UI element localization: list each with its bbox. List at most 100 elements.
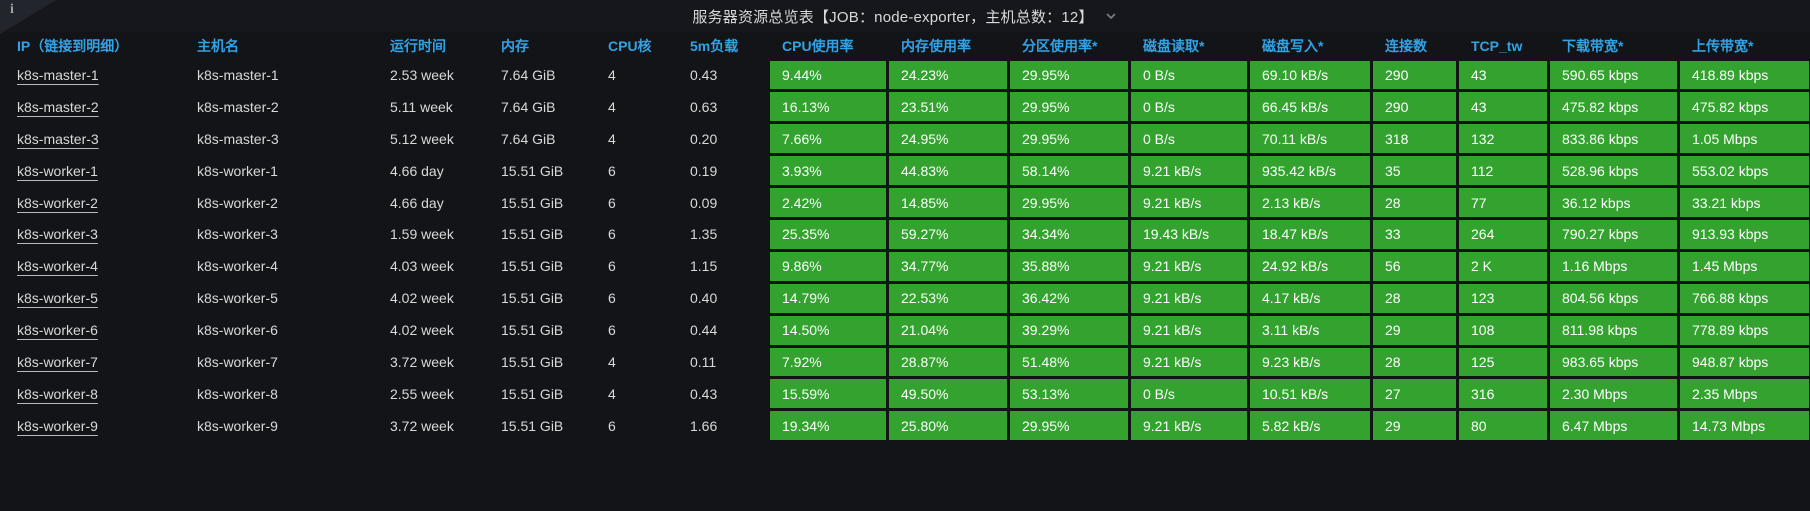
cell-disk_write: 4.17 kB/s — [1249, 283, 1370, 313]
column-header-uptime[interactable]: 运行时间 — [390, 37, 446, 54]
cell-cpu_usage: 19.34% — [769, 411, 886, 441]
column-header-disk_read[interactable]: 磁盘读取* — [1143, 37, 1205, 54]
table-row: k8s-worker-6 k8s-worker-6 4.02 week 15.51 G… — [0, 314, 1810, 346]
cell-cpu_cores: 4 — [608, 385, 616, 402]
cell-partition_usage: 51.48% — [1009, 347, 1128, 377]
cell-connections: 318 — [1372, 124, 1456, 154]
cell-ip: k8s-master-2 — [0, 91, 180, 123]
cell-cpu_cores: 6 — [608, 194, 616, 211]
cell-disk_write: 10.51 kB/s — [1249, 379, 1370, 409]
cell-connections: 290 — [1372, 60, 1456, 90]
chevron-down-icon[interactable] — [1104, 9, 1118, 23]
cell-disk_read: 19.43 kB/s — [1130, 219, 1247, 249]
cell-hostname: k8s-worker-1 — [197, 162, 278, 179]
cell-uptime: 3.72 week — [390, 417, 454, 434]
cell-memory: 15.51 GiB — [501, 194, 564, 211]
column-header-hostname[interactable]: 主机名 — [197, 37, 239, 54]
cell-disk_read: 9.21 kB/s — [1130, 315, 1247, 345]
column-header-disk_write[interactable]: 磁盘写入* — [1262, 37, 1324, 54]
table-header-row: IP（链接到明细） 主机名 运行时间 内存 CPU核 5m负载 CPU使用率 内存使用率 分区使… — [0, 32, 1810, 59]
cell-uptime: 3.72 week — [390, 353, 454, 370]
cell-cpu_usage: 2.42% — [769, 188, 886, 217]
cell-memory: 7.64 GiB — [501, 66, 556, 83]
ip-detail-link[interactable]: k8s-worker-6 — [17, 322, 98, 339]
ip-detail-link[interactable]: k8s-worker-5 — [17, 290, 98, 307]
ip-detail-link[interactable]: k8s-master-3 — [17, 130, 99, 147]
cell-connections: 27 — [1372, 379, 1456, 409]
cell-hostname: k8s-master-2 — [197, 98, 279, 115]
cell-uptime: 4.66 day — [390, 162, 444, 179]
ip-detail-link[interactable]: k8s-master-1 — [17, 66, 99, 83]
cell-connections: 35 — [1372, 156, 1456, 186]
cell-disk_read: 9.21 kB/s — [1130, 188, 1247, 217]
table-row: k8s-worker-7 k8s-worker-7 3.72 week 15.51 G… — [0, 346, 1810, 378]
ip-detail-link[interactable]: k8s-master-2 — [17, 98, 99, 115]
resource-table: IP（链接到明细） 主机名 运行时间 内存 CPU核 5m负载 CPU使用率 内存使用率 分区使… — [0, 32, 1810, 442]
cell-upload_bw: 1.05 Mbps — [1679, 124, 1809, 154]
ip-detail-link[interactable]: k8s-worker-9 — [17, 417, 98, 434]
column-header-cpu_usage[interactable]: CPU使用率 — [782, 37, 854, 54]
cell-upload_bw: 2.35 Mbps — [1679, 379, 1809, 409]
cell-tcp_tw: 123 — [1458, 283, 1547, 313]
cell-download_bw: 36.12 kbps — [1549, 188, 1677, 217]
cell-tcp_tw: 43 — [1458, 60, 1547, 90]
column-header-tcp_tw[interactable]: TCP_tw — [1471, 37, 1523, 54]
column-header-ip[interactable]: IP（链接到明细） — [17, 37, 129, 54]
panel-info-corner[interactable] — [0, 0, 56, 34]
cell-ip: k8s-worker-8 — [0, 378, 180, 410]
cell-memory: 15.51 GiB — [501, 417, 564, 434]
cell-mem_usage: 44.83% — [888, 156, 1007, 186]
cell-hostname: k8s-worker-3 — [197, 226, 278, 243]
cell-connections: 29 — [1372, 315, 1456, 345]
cell-cpu_usage: 3.93% — [769, 156, 886, 186]
ip-detail-link[interactable]: k8s-worker-1 — [17, 162, 98, 179]
cell-disk_write: 5.82 kB/s — [1249, 411, 1370, 441]
cell-ip: k8s-worker-4 — [0, 250, 180, 282]
cell-uptime: 2.55 week — [390, 385, 454, 402]
cell-cpu_cores: 4 — [608, 130, 616, 147]
cell-ip: k8s-master-1 — [0, 59, 180, 91]
cell-mem_usage: 23.51% — [888, 92, 1007, 122]
cell-load_5m: 1.66 — [690, 417, 718, 434]
cell-tcp_tw: 43 — [1458, 92, 1547, 122]
column-header-cpu_cores[interactable]: CPU核 — [608, 37, 652, 54]
cell-hostname: k8s-worker-6 — [197, 322, 278, 339]
info-icon[interactable]: i — [10, 2, 14, 17]
table-body: k8s-master-1 k8s-master-1 2.53 week 7.64 Gi… — [0, 59, 1810, 442]
table-row: k8s-worker-8 k8s-worker-8 2.55 week 15.51 G… — [0, 378, 1810, 410]
column-header-upload_bw[interactable]: 上传带宽* — [1692, 37, 1754, 54]
cell-cpu_usage: 16.13% — [769, 92, 886, 122]
cell-uptime: 2.53 week — [390, 66, 454, 83]
cell-cpu_cores: 4 — [608, 353, 616, 370]
column-header-partition_usage[interactable]: 分区使用率* — [1022, 37, 1098, 54]
ip-detail-link[interactable]: k8s-worker-4 — [17, 258, 98, 275]
column-header-mem_usage[interactable]: 内存使用率 — [901, 37, 971, 54]
cell-tcp_tw: 112 — [1458, 156, 1547, 186]
ip-detail-link[interactable]: k8s-worker-3 — [17, 226, 98, 243]
cell-load_5m: 0.09 — [690, 194, 718, 211]
table-row: k8s-worker-9 k8s-worker-9 3.72 week 15.51 G… — [0, 410, 1810, 442]
ip-detail-link[interactable]: k8s-worker-7 — [17, 353, 98, 370]
column-header-connections[interactable]: 连接数 — [1385, 37, 1427, 54]
cell-connections: 28 — [1372, 283, 1456, 313]
ip-detail-link[interactable]: k8s-worker-8 — [17, 385, 98, 402]
cell-cpu_usage: 14.79% — [769, 283, 886, 313]
table-row: k8s-master-2 k8s-master-2 5.11 week 7.64 Gi… — [0, 91, 1810, 123]
ip-detail-link[interactable]: k8s-worker-2 — [17, 194, 98, 211]
cell-disk_write: 9.23 kB/s — [1249, 347, 1370, 377]
cell-disk_read: 9.21 kB/s — [1130, 347, 1247, 377]
column-header-memory[interactable]: 内存 — [501, 37, 529, 54]
cell-disk_read: 0 B/s — [1130, 92, 1247, 122]
cell-upload_bw: 418.89 kbps — [1679, 60, 1809, 90]
panel-title-menu[interactable]: 服务器资源总览表【JOB：node-exporter，主机总数：12】 — [692, 6, 1117, 27]
column-header-download_bw[interactable]: 下载带宽* — [1562, 37, 1624, 54]
cell-cpu_usage: 9.86% — [769, 251, 886, 281]
cell-download_bw: 833.86 kbps — [1549, 124, 1677, 154]
cell-disk_read: 9.21 kB/s — [1130, 411, 1247, 441]
cell-disk_write: 3.11 kB/s — [1249, 315, 1370, 345]
cell-mem_usage: 24.23% — [888, 60, 1007, 90]
column-header-load_5m[interactable]: 5m负载 — [690, 37, 739, 54]
cell-hostname: k8s-worker-5 — [197, 290, 278, 307]
cell-hostname: k8s-worker-8 — [197, 385, 278, 402]
cell-memory: 7.64 GiB — [501, 130, 556, 147]
